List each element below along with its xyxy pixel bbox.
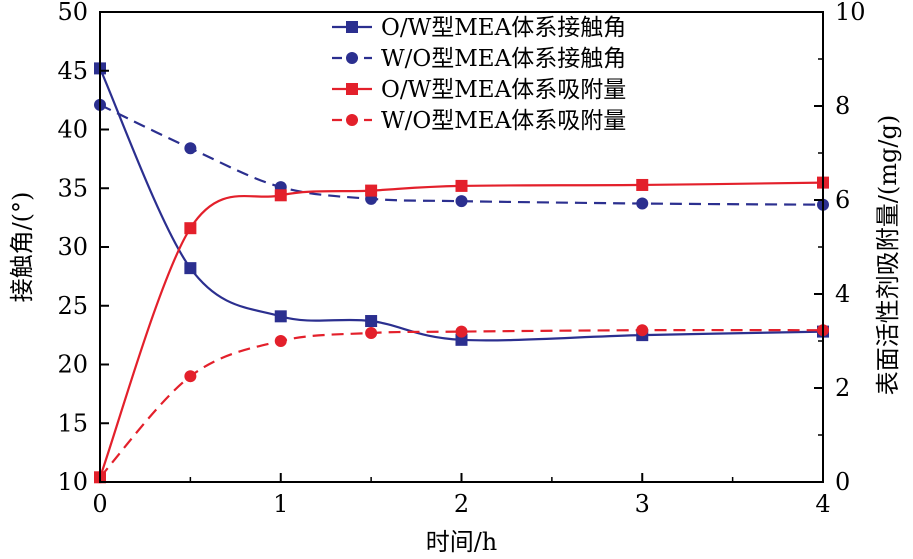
data-point	[636, 178, 649, 191]
legend-item: O/W型MEA体系接触角	[332, 15, 626, 41]
data-point	[636, 197, 649, 210]
data-point	[636, 324, 649, 337]
x-tick-label: 2	[454, 490, 469, 518]
x-axis-title: 时间/h	[426, 528, 498, 556]
x-tick-label: 0	[92, 490, 107, 518]
legend-item: W/O型MEA体系接触角	[332, 46, 626, 72]
series-3	[94, 324, 829, 484]
axes-layer: 0 1 2 3 4 10 15 20 25 30 35 40 45 50 0 2 4 6 8 10	[57, 0, 865, 518]
legend-label: W/O型MEA体系接触角	[381, 46, 626, 72]
data-point	[184, 370, 197, 383]
legend-label: O/W型MEA体系接触角	[381, 15, 626, 41]
y-right-tick-label: 6	[835, 186, 850, 214]
data-point	[455, 325, 468, 338]
data-point	[365, 327, 378, 340]
legend-item: O/W型MEA体系吸附量	[332, 77, 626, 103]
y-left-tick-label: 45	[57, 57, 88, 85]
y-axis-right-title: 表面活性剂吸附量/(mg/g)	[874, 115, 902, 395]
legend-marker	[346, 21, 358, 33]
y-axis-left-title: 接触角/(°)	[8, 192, 36, 303]
series-line	[99, 328, 824, 479]
data-point	[274, 335, 287, 347]
y-left-tick-label: 20	[57, 351, 88, 379]
data-point	[455, 333, 468, 346]
series-2	[94, 176, 829, 484]
y-left-tick-label: 10	[57, 468, 88, 496]
data-point	[184, 222, 197, 235]
y-right-tick-label: 10	[835, 0, 866, 26]
y-left-tick-label: 25	[57, 292, 88, 320]
data-point	[455, 195, 468, 208]
y-right-tick-label: 8	[835, 92, 850, 120]
x-tick-label: 3	[635, 490, 650, 518]
y-right-tick-label: 4	[835, 280, 850, 308]
data-point	[365, 184, 378, 197]
y-left-tick-label: 40	[57, 116, 88, 144]
legend: O/W型MEA体系接触角 W/O型MEA体系接触角 O/W型MEA体系吸附量 W/O型…	[332, 15, 626, 134]
legend-marker	[346, 83, 358, 95]
y-right-tick-label: 2	[835, 374, 850, 402]
x-tick-label: 4	[815, 490, 830, 518]
y-left-tick-label: 50	[57, 0, 88, 26]
data-point	[455, 179, 468, 192]
legend-label: W/O型MEA体系吸附量	[381, 108, 626, 134]
legend-marker	[346, 52, 358, 64]
data-point	[184, 262, 197, 275]
legend-label: O/W型MEA体系吸附量	[381, 77, 626, 103]
y-left-tick-label: 35	[57, 174, 88, 202]
legend-marker	[346, 114, 358, 126]
data-point	[274, 189, 287, 202]
y-left-tick-label: 30	[57, 233, 88, 261]
data-point	[184, 142, 197, 155]
y-left-tick-label: 15	[57, 409, 88, 437]
data-point	[365, 315, 378, 328]
legend-item: W/O型MEA体系吸附量	[332, 108, 626, 134]
y-right-tick-label: 0	[835, 468, 850, 496]
x-tick-label: 1	[273, 490, 288, 518]
data-point	[274, 310, 287, 323]
